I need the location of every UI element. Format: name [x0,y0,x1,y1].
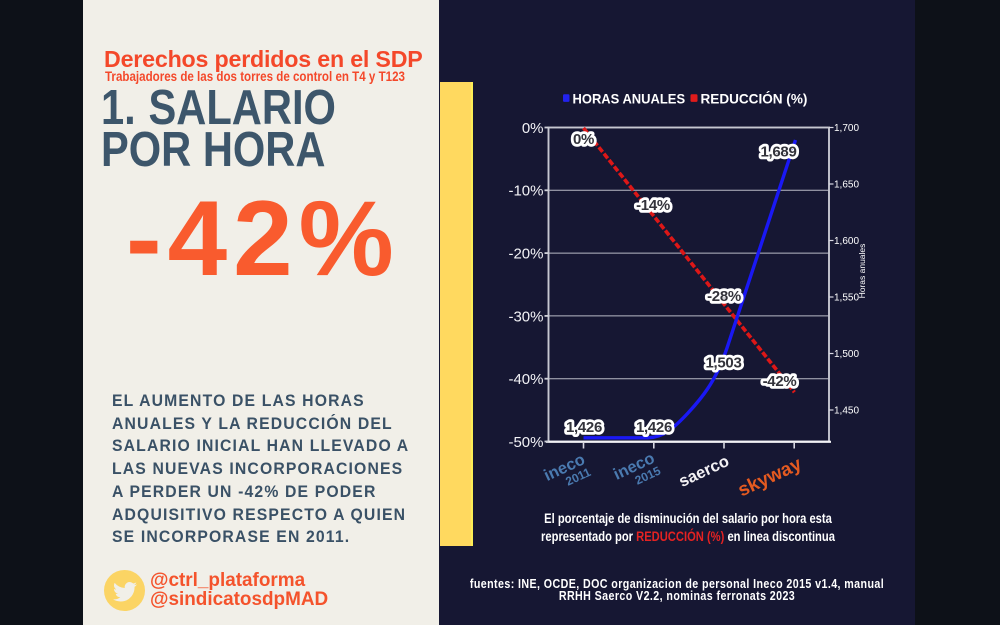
svg-text:1,689: 1,689 [760,143,796,160]
svg-text:0%: 0% [573,131,594,148]
svg-text:-42%: -42% [763,373,797,390]
svg-text:0%: 0% [522,120,544,137]
svg-text:-50%: -50% [508,434,543,451]
svg-text:fuentes: INE, OCDE, DOC organi: fuentes: INE, OCDE, DOC organizacion de … [470,576,884,591]
svg-text:1,426: 1,426 [636,419,672,436]
svg-text:-10%: -10% [508,183,543,200]
svg-text:representado por REDUCCIÓN (%): representado por REDUCCIÓN (%) en linea … [541,528,836,545]
svg-text:-28%: -28% [707,288,741,305]
svg-text:-20%: -20% [508,246,543,263]
svg-text:-14%: -14% [636,197,670,214]
svg-text:-30%: -30% [508,308,543,325]
svg-text:saerco: saerco [676,452,732,491]
svg-text:1,700: 1,700 [834,123,859,134]
svg-text:1,650: 1,650 [834,180,859,191]
svg-text:RRHH Saerco V2.2, nominas ferr: RRHH Saerco V2.2, nominas ferronats 2023 [559,588,795,603]
svg-text:1,500: 1,500 [834,349,859,360]
svg-text:1,503: 1,503 [705,354,741,371]
svg-text:El porcentaje de disminución d: El porcentaje de disminución del salario… [544,511,833,526]
svg-text:1,450: 1,450 [834,406,859,417]
svg-text:skyway: skyway [735,454,806,502]
svg-text:REDUCCIÓN (%): REDUCCIÓN (%) [701,89,808,106]
svg-text:Horas anuales: Horas anuales [857,244,867,299]
svg-text:-40%: -40% [508,371,543,388]
svg-text:1,550: 1,550 [834,293,859,304]
svg-text:1,600: 1,600 [834,236,859,247]
svg-text:HORAS ANUALES: HORAS ANUALES [573,91,686,107]
svg-text:1,426: 1,426 [566,419,602,436]
